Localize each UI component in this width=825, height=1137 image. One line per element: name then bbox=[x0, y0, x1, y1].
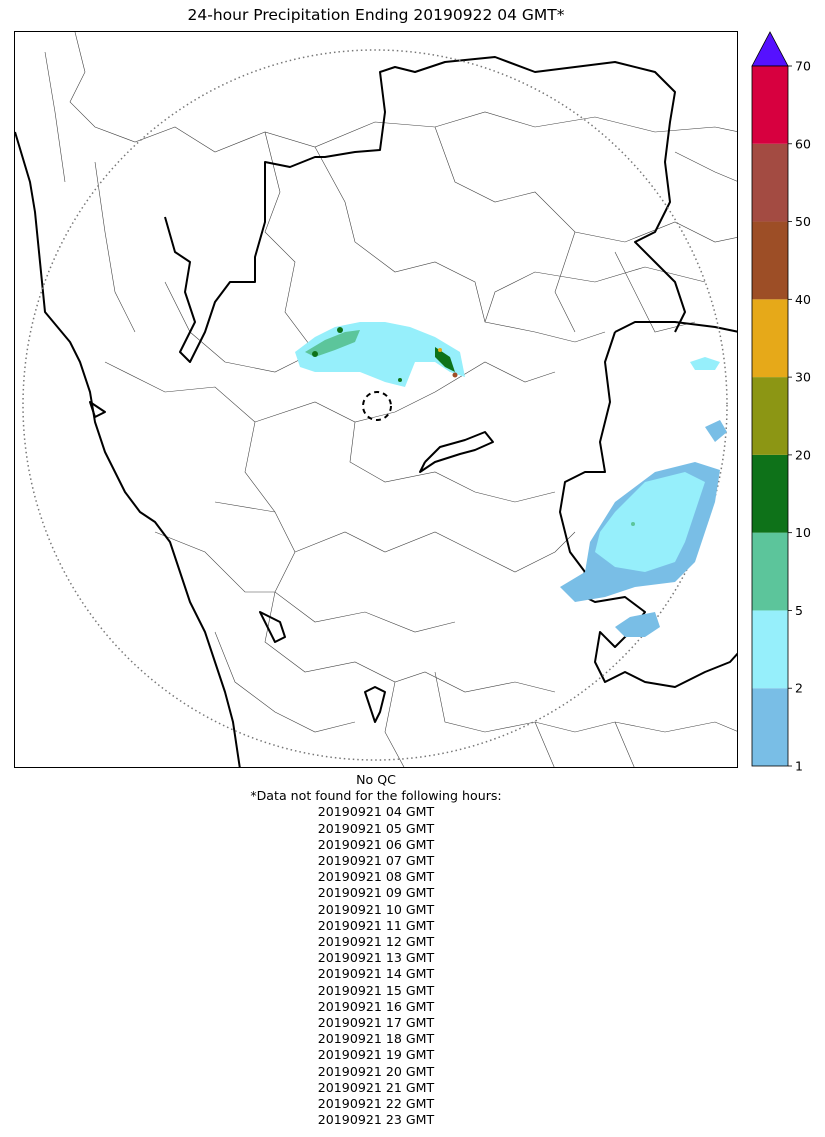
colorbar-segment bbox=[752, 610, 788, 689]
precip-southeast bbox=[615, 612, 660, 637]
colorbar-outline bbox=[751, 65, 789, 767]
precipitation-areas bbox=[295, 322, 727, 637]
missing-hour-item: 20190921 20 GMT bbox=[317, 1063, 435, 1079]
precip-north-band-cells bbox=[305, 330, 360, 357]
precip-east-moderate bbox=[595, 472, 705, 572]
precip-north-band-core bbox=[435, 347, 455, 372]
radar-range-ring bbox=[22, 49, 728, 761]
colorbar-tick-label: 30 bbox=[795, 370, 811, 385]
colorbar-tick-label: 1 bbox=[795, 759, 803, 774]
colorbar-tick-label: 70 bbox=[795, 59, 811, 74]
missing-hour-item: 20190921 04 GMT bbox=[317, 804, 435, 820]
missing-hour-item: 20190921 14 GMT bbox=[317, 966, 435, 982]
colorbar-segment bbox=[752, 221, 788, 300]
colorbar-tick-label: 40 bbox=[795, 292, 811, 307]
colorbar-tick-label: 10 bbox=[795, 525, 811, 540]
colorbar-canvas: 1 2 5 10 20 30 40 50 60 70 bbox=[751, 31, 811, 774]
missing-hour-item: 20190921 08 GMT bbox=[317, 869, 435, 885]
map-canvas bbox=[15, 32, 737, 767]
missing-hour-item: 20190921 07 GMT bbox=[317, 853, 435, 869]
colorbar-segment bbox=[752, 143, 788, 222]
missing-hour-item: 20190921 19 GMT bbox=[317, 1047, 435, 1063]
missing-hour-item: 20190921 06 GMT bbox=[317, 836, 435, 852]
district-boundaries bbox=[44, 32, 737, 767]
precipitation-colorbar: 1 2 5 10 20 30 40 50 60 70 bbox=[745, 28, 825, 774]
colorbar-tick-label: 50 bbox=[795, 214, 811, 229]
colorbar-segment bbox=[752, 454, 788, 533]
colorbar-segment bbox=[752, 377, 788, 455]
colorbar-segment bbox=[752, 299, 788, 378]
state-boundaries bbox=[15, 56, 737, 767]
missing-hour-item: 20190921 12 GMT bbox=[317, 934, 435, 950]
missing-hour-item: 20190921 23 GMT bbox=[317, 1112, 435, 1128]
missing-hour-item: 20190921 16 GMT bbox=[317, 998, 435, 1014]
missing-hour-item: 20190921 18 GMT bbox=[317, 1031, 435, 1047]
radar-site-marker bbox=[362, 391, 392, 421]
precip-far-east-1 bbox=[705, 420, 727, 442]
footer-notes: No QC *Data not found for the following … bbox=[0, 772, 752, 1128]
missing-hour-item: 20190921 11 GMT bbox=[317, 917, 435, 933]
missing-hour-item: 20190921 13 GMT bbox=[317, 950, 435, 966]
missing-hours-list: 20190921 04 GMT 20190921 05 GMT 20190921 0… bbox=[0, 804, 752, 1128]
missing-hour-item: 20190921 21 GMT bbox=[317, 1079, 435, 1095]
colorbar-tick-label: 5 bbox=[795, 603, 803, 618]
map-title: 24-hour Precipitation Ending 20190922 04… bbox=[187, 6, 565, 24]
colorbar-segment bbox=[752, 688, 788, 766]
map-panel[interactable] bbox=[14, 31, 738, 768]
precip-far-east-2 bbox=[690, 357, 720, 370]
colorbar-tick-label: 60 bbox=[795, 136, 811, 151]
missing-hour-item: 20190921 15 GMT bbox=[317, 982, 435, 998]
qc-note: No QC bbox=[356, 772, 396, 787]
missing-hour-item: 20190921 10 GMT bbox=[317, 901, 435, 917]
missing-hour-item: 20190921 05 GMT bbox=[317, 820, 435, 836]
colorbar-tick-label: 20 bbox=[795, 447, 811, 462]
colorbar-segment bbox=[752, 66, 788, 144]
colorbar-tick-label: 2 bbox=[795, 681, 803, 696]
missing-data-note: *Data not found for the following hours: bbox=[250, 788, 502, 804]
missing-hour-item: 20190921 17 GMT bbox=[317, 1015, 435, 1031]
colorbar-extend-arrow bbox=[751, 31, 789, 67]
colorbar-segment bbox=[752, 532, 788, 611]
missing-hour-item: 20190921 22 GMT bbox=[317, 1096, 435, 1112]
missing-hour-item: 20190921 09 GMT bbox=[317, 885, 435, 901]
